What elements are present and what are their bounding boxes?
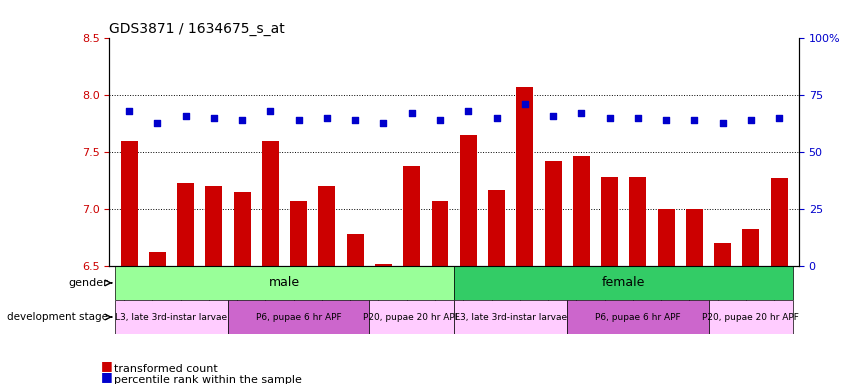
- Point: [489, 115, 503, 121]
- Text: development stage: development stage: [7, 312, 108, 322]
- Bar: [567, 300, 708, 334]
- Text: P6, pupae 6 hr APF: P6, pupae 6 hr APF: [595, 313, 680, 321]
- Bar: [290, 201, 307, 266]
- Bar: [115, 266, 454, 300]
- Bar: [454, 300, 567, 334]
- Text: P20, pupae 20 hr APF: P20, pupae 20 hr APF: [363, 313, 460, 321]
- Bar: [319, 186, 336, 266]
- Point: [264, 108, 278, 114]
- Point: [235, 117, 249, 123]
- Point: [574, 110, 588, 116]
- Point: [744, 117, 758, 123]
- Text: P6, pupae 6 hr APF: P6, pupae 6 hr APF: [256, 313, 341, 321]
- Bar: [658, 209, 674, 266]
- Bar: [770, 178, 788, 266]
- Text: P20, pupae 20 hr APF: P20, pupae 20 hr APF: [702, 313, 799, 321]
- Bar: [601, 177, 618, 266]
- Bar: [369, 300, 454, 334]
- Text: L3, late 3rd-instar larvae: L3, late 3rd-instar larvae: [455, 313, 567, 321]
- Bar: [234, 192, 251, 266]
- Bar: [262, 141, 279, 266]
- Point: [659, 117, 673, 123]
- Bar: [743, 230, 759, 266]
- Point: [207, 115, 220, 121]
- Bar: [228, 300, 369, 334]
- Text: GDS3871 / 1634675_s_at: GDS3871 / 1634675_s_at: [109, 22, 285, 36]
- Point: [123, 108, 136, 114]
- Point: [547, 113, 560, 119]
- Point: [716, 119, 729, 126]
- Point: [292, 117, 305, 123]
- Bar: [488, 190, 505, 266]
- Point: [151, 119, 164, 126]
- Bar: [516, 87, 533, 266]
- Point: [377, 119, 390, 126]
- Bar: [404, 166, 420, 266]
- Text: transformed count: transformed count: [114, 364, 217, 374]
- Point: [688, 117, 701, 123]
- Text: percentile rank within the sample: percentile rank within the sample: [114, 375, 301, 384]
- Point: [320, 115, 334, 121]
- Bar: [573, 156, 590, 266]
- Point: [462, 108, 475, 114]
- Bar: [177, 183, 194, 266]
- Bar: [714, 243, 731, 266]
- Text: gender: gender: [68, 278, 108, 288]
- Bar: [115, 300, 228, 334]
- Bar: [629, 177, 647, 266]
- Bar: [205, 186, 222, 266]
- Text: ■: ■: [101, 359, 113, 372]
- Point: [772, 115, 785, 121]
- Bar: [460, 135, 477, 266]
- Point: [405, 110, 419, 116]
- Bar: [708, 300, 793, 334]
- Point: [348, 117, 362, 123]
- Point: [433, 117, 447, 123]
- Bar: [454, 266, 793, 300]
- Point: [603, 115, 616, 121]
- Text: female: female: [602, 276, 645, 290]
- Bar: [346, 234, 363, 266]
- Bar: [375, 263, 392, 266]
- Point: [518, 101, 532, 108]
- Bar: [120, 141, 138, 266]
- Text: L3, late 3rd-instar larvae: L3, late 3rd-instar larvae: [115, 313, 228, 321]
- Bar: [431, 201, 448, 266]
- Point: [179, 113, 193, 119]
- Text: male: male: [269, 276, 300, 290]
- Bar: [545, 161, 562, 266]
- Point: [631, 115, 644, 121]
- Bar: [686, 209, 703, 266]
- Bar: [149, 252, 166, 266]
- Text: ■: ■: [101, 370, 113, 383]
